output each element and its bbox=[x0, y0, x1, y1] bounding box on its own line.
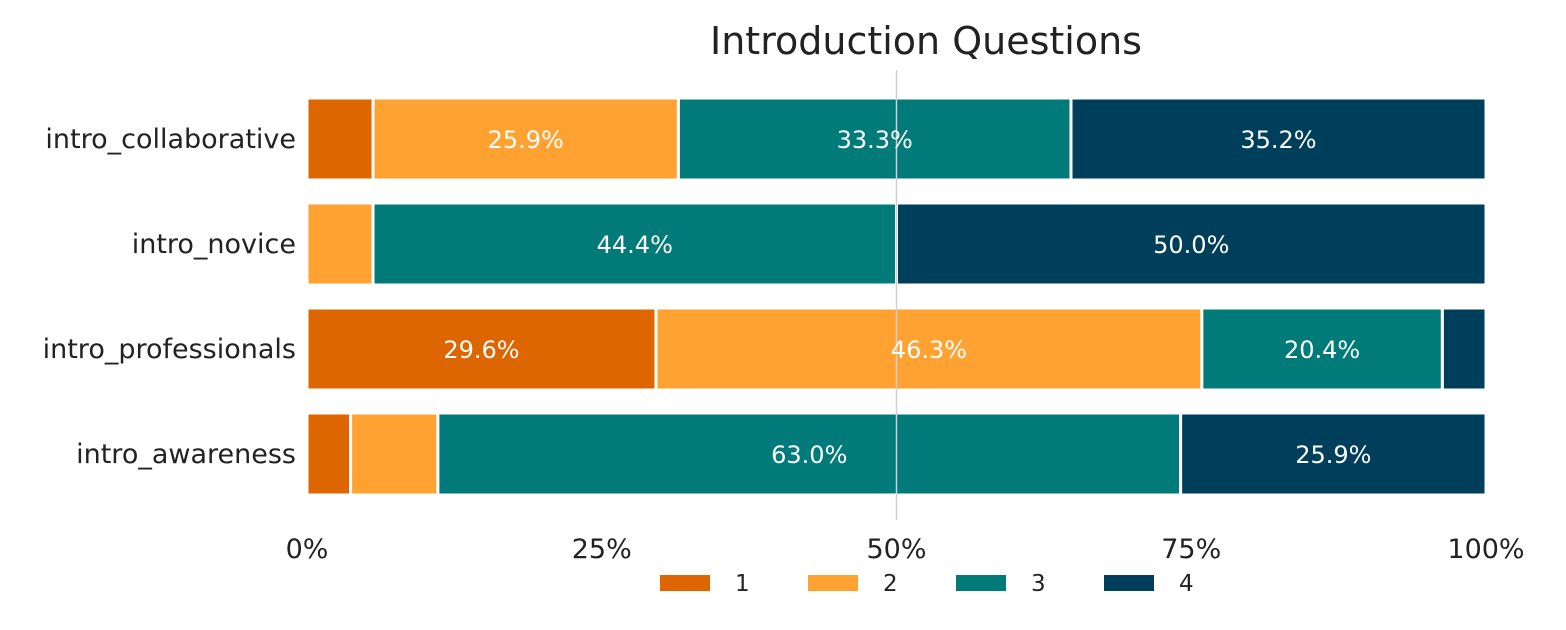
legend-swatch bbox=[1104, 575, 1154, 591]
bar-segment bbox=[1200, 306, 1444, 392]
segment-label: 35.2% bbox=[1240, 126, 1316, 154]
bar-segment bbox=[371, 96, 680, 182]
bar-segment bbox=[305, 306, 658, 392]
legend-item[interactable]: 2 bbox=[808, 571, 898, 597]
category-label: intro_professionals bbox=[43, 334, 296, 365]
x-tick-label: 25% bbox=[572, 534, 632, 565]
segment-labels: 25.9% 33.3% 35.2% 44.4% 50.0% 29.6% 46.3% 20.4%… bbox=[443, 126, 1371, 469]
legend-swatch bbox=[660, 575, 710, 591]
bar-segment bbox=[895, 201, 1488, 287]
segment-label: 25.9% bbox=[488, 126, 564, 154]
bar-segment bbox=[305, 201, 375, 287]
category-labels: intro_collaborative intro_novice intro_pro… bbox=[43, 124, 296, 470]
bars bbox=[305, 96, 1488, 497]
x-tick-label: 0% bbox=[286, 534, 329, 565]
segment-label: 25.9% bbox=[1295, 441, 1371, 469]
x-tick-labels: 0% 25% 50% 75% 100% bbox=[286, 534, 1525, 565]
bar-segment bbox=[654, 306, 1204, 392]
segment-label: 44.4% bbox=[597, 231, 673, 259]
legend-item[interactable]: 1 bbox=[660, 571, 750, 597]
segment-label: 46.3% bbox=[891, 336, 967, 364]
legend-label: 4 bbox=[1179, 571, 1194, 597]
legend-swatch bbox=[956, 575, 1006, 591]
legend-label: 1 bbox=[735, 571, 750, 597]
segment-label: 20.4% bbox=[1284, 336, 1360, 364]
legend-label: 3 bbox=[1031, 571, 1046, 597]
bar-segment bbox=[1440, 306, 1488, 392]
x-tick-label: 100% bbox=[1447, 534, 1524, 565]
legend[interactable]: 1 2 3 4 bbox=[660, 571, 1194, 597]
bar-segment bbox=[1069, 96, 1488, 182]
x-tick-label: 50% bbox=[866, 534, 926, 565]
segment-label: 33.3% bbox=[837, 126, 913, 154]
bar-segment bbox=[349, 411, 440, 497]
segment-label: 50.0% bbox=[1153, 231, 1229, 259]
x-tick-label: 75% bbox=[1161, 534, 1221, 565]
bar-segment bbox=[371, 201, 898, 287]
legend-swatch bbox=[808, 575, 858, 591]
bar-segment bbox=[305, 411, 353, 497]
bar-segment bbox=[676, 96, 1073, 182]
category-label: intro_collaborative bbox=[45, 124, 296, 155]
segment-label: 63.0% bbox=[771, 441, 847, 469]
segment-label: 29.6% bbox=[443, 336, 519, 364]
category-label: intro_awareness bbox=[76, 439, 296, 470]
bar-segment bbox=[436, 411, 1183, 497]
chart-title: Introduction Questions bbox=[710, 19, 1142, 63]
legend-item[interactable]: 4 bbox=[1104, 571, 1194, 597]
category-label: intro_novice bbox=[132, 229, 296, 260]
legend-label: 2 bbox=[883, 571, 898, 597]
legend-item[interactable]: 3 bbox=[956, 571, 1046, 597]
bar-segment bbox=[1179, 411, 1488, 497]
bar-segment bbox=[305, 96, 375, 182]
